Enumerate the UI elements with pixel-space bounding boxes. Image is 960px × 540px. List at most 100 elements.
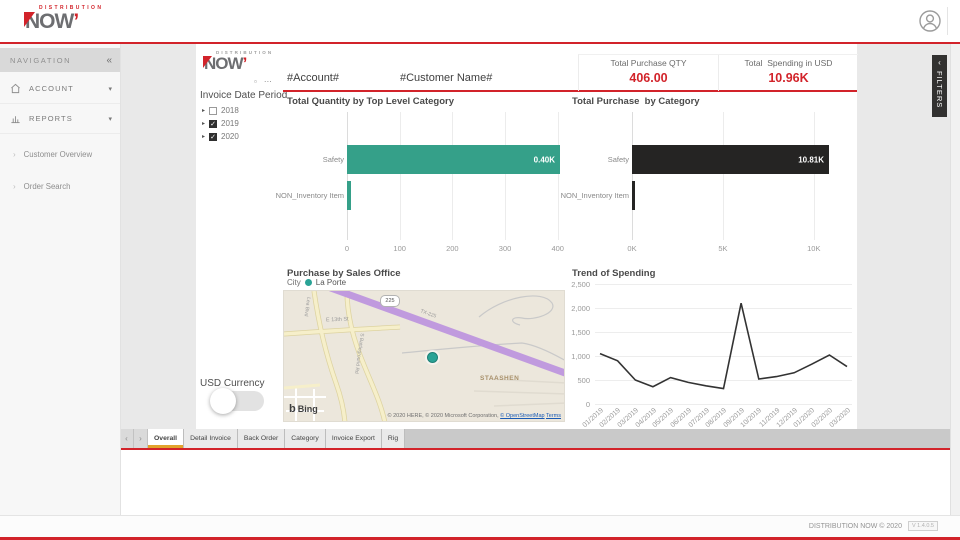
gridline [452,112,454,240]
expand-icon[interactable]: ▸ [202,121,206,127]
x-axis-label: 100 [393,244,406,253]
bing-logo[interactable]: b Bing [289,403,318,415]
header-accent-line [283,90,857,92]
filters-label: FILTERS [935,71,944,109]
x-axis-label: 0 [344,244,350,253]
checkbox[interactable]: ✓ [209,119,218,128]
gridline [595,356,852,357]
bing-map[interactable]: Lea Blvd S Battleground Rd E 13th St 225… [283,290,565,422]
x-axis-label: 300 [498,244,512,253]
sidebar-collapse-icon[interactable]: « [106,54,112,66]
gridline [505,112,507,240]
y-axis-label: 2,000 [571,304,590,313]
gridline [632,112,633,240]
kpi-value: 406.00 [629,71,668,85]
legend-dot-icon [304,279,312,286]
y-axis-label: 1,500 [571,328,590,337]
category-label: NON_Inventory Item [560,191,629,200]
category-label: NON_Inventory Item [275,191,344,200]
tabs-container: Overall Detail Invoice Back Order Category I… [148,429,406,448]
slicer-item[interactable]: ▸ 2018 [202,104,287,117]
chevron-left-icon: ‹ [938,58,941,67]
sidebar-item-label: ACCOUNT [29,84,74,93]
chart-title: Trend of Spending [572,268,656,279]
map-purchase-by-sales-office: Purchase by Sales Office City La Porte [283,266,565,428]
bottom-accent-bar [0,537,960,540]
kpi-total-spending: Total Spending in USD 10.96K [718,55,858,91]
logo-n: N [23,10,40,33]
slicer-item[interactable]: ▸ ✓ 2019 [202,117,287,130]
checkbox[interactable]: ✓ [209,132,218,141]
usd-currency-toggle[interactable] [210,388,264,414]
slicer-item[interactable]: ▸ ✓ 2020 [202,130,287,143]
checkbox[interactable] [209,106,218,115]
tabbar-accent-line [120,448,950,450]
invoice-date-slicer: ▸ 2018 ▸ ✓ 2019 ▸ ✓ 2020 [202,104,287,143]
tab-invoice-export[interactable]: Invoice Export [325,429,382,448]
focus-mode-icon[interactable]: ▫ [254,77,257,86]
map-roads [284,291,564,421]
tabs-next-button[interactable]: › [134,429,148,448]
sidebar-header: NAVIGATION « [0,48,120,72]
user-circle-icon [919,10,941,32]
report-page-tabs: ‹ › Overall Detail Invoice Back Order Categ… [120,429,950,448]
chart-plot-area: 0.40K [347,112,563,240]
x-axis-label: 5K [718,244,728,253]
top-header: DISTRIBUTION NOW’ [0,0,960,44]
map-title: Purchase by Sales Office [287,268,401,279]
sidebar-item-label: REPORTS [29,114,73,123]
kpi-total-purchase-qty: Total Purchase QTY 406.00 [579,55,718,91]
report-canvas: DISTRIBUTION NOW’ ▫ ⋯ Invoice Date Perio… [196,44,858,429]
bar-non_inventory-item[interactable] [347,181,351,210]
trend-line[interactable] [599,303,848,390]
navigation-sidebar: NAVIGATION « ACCOUNT ▾ REPORTS ▾ › Custo… [0,44,121,515]
bar-non_inventory-item[interactable] [632,181,635,210]
header-divider [947,7,948,35]
map-data-point[interactable] [427,352,438,363]
logo-distribution-text: DISTRIBUTION [216,50,274,55]
dnow-logo: DISTRIBUTION NOW’ [23,5,103,33]
gridline [557,112,559,240]
x-axis-label: 0K [627,244,637,253]
chart-title: Total Quantity by Top Level Category [287,96,454,107]
sidebar-subitem-label: Customer Overview [23,149,93,159]
sidebar-item-reports[interactable]: REPORTS ▾ [0,104,120,134]
logo-apostrophe: ’ [73,10,79,33]
chart-title: Total Purchase by Category [572,96,700,107]
x-axis-label: 200 [446,244,459,253]
street-label: E 13th St [325,316,349,324]
bar-safety[interactable]: 10.81K [632,145,829,174]
chart-trend-of-spending: Trend of Spending 0 500 1,000 1,500 2,000 2,5… [568,266,853,429]
legend-value[interactable]: La Porte [315,278,347,287]
tab-overall[interactable]: Overall [148,429,185,448]
vertical-scrollbar[interactable] [950,44,960,537]
terms-link[interactable]: Terms [546,413,561,419]
gridline [595,308,852,309]
user-account-button[interactable] [918,9,942,33]
tab-detail-invoice[interactable]: Detail Invoice [184,429,238,448]
home-icon [10,83,22,94]
expand-icon[interactable]: ▸ [202,108,206,114]
sidebar-item-order-search[interactable]: › Order Search [0,174,120,198]
sidebar-subitem-label: Order Search [23,181,71,191]
expand-icon[interactable]: ▸ [202,134,206,140]
tab-back-order[interactable]: Back Order [237,429,286,448]
bar-safety[interactable]: 0.40K [347,145,560,174]
toggle-knob[interactable] [210,388,236,414]
y-axis-label: 1,000 [571,352,590,361]
chart-plot-area: 10.81K [632,112,832,240]
more-options-icon[interactable]: ⋯ [263,77,272,86]
sidebar-item-customer-overview[interactable]: › Customer Overview [0,142,120,166]
bar-chart-icon [10,113,22,124]
category-label: Safety [607,155,629,164]
tab-rig[interactable]: Rig [381,429,406,448]
kpi-cards: Total Purchase QTY 406.00 Total Spending… [578,54,858,91]
data-label: 10.81K [798,155,824,164]
chevron-down-icon: ▾ [108,85,112,93]
logo-now-text: NOW’ [23,10,79,33]
openstreetmap-link[interactable]: © OpenStreetMap [500,413,545,419]
filters-pane-tab[interactable]: ‹ FILTERS [932,55,947,117]
tabs-prev-button[interactable]: ‹ [120,429,134,448]
sidebar-item-account[interactable]: ACCOUNT ▾ [0,74,120,104]
tab-category[interactable]: Category [285,429,326,448]
